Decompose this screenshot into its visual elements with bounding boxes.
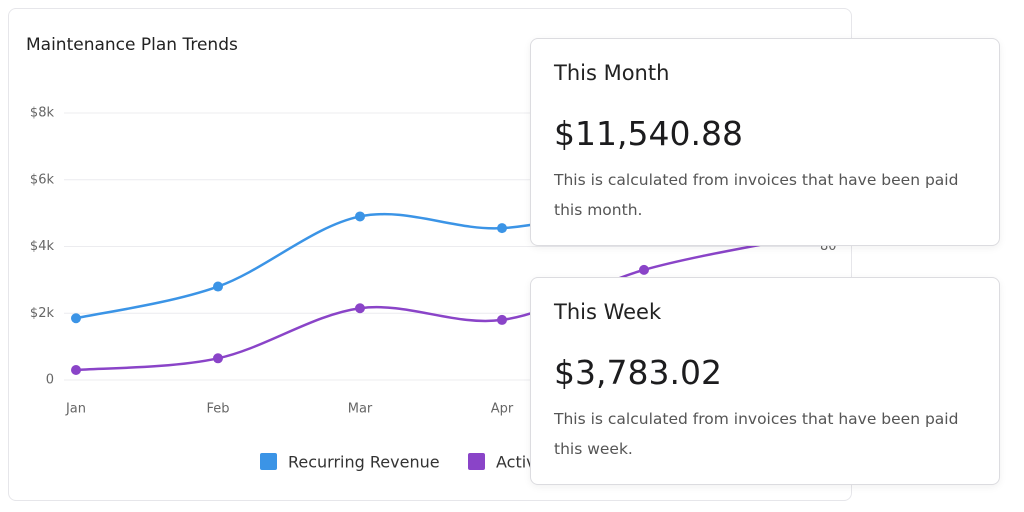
data-point <box>71 313 81 324</box>
data-point <box>355 303 365 314</box>
y-tick-label: $4k <box>30 239 55 254</box>
legend-swatch <box>468 453 485 470</box>
card-description: This is calculated from invoices that ha… <box>554 410 959 458</box>
data-point <box>71 364 81 375</box>
x-tick-label: Feb <box>206 402 229 417</box>
stat-card: This Week $3,783.02 This is calculated f… <box>530 277 1000 485</box>
card-title: This Month <box>554 61 670 85</box>
data-point <box>355 211 365 222</box>
data-point <box>639 264 649 275</box>
data-point <box>213 281 223 292</box>
legend-swatch <box>260 453 277 470</box>
card-title: This Week <box>554 300 662 324</box>
x-tick-label: Mar <box>348 402 373 417</box>
legend-label: Recurring Revenue <box>288 453 440 472</box>
stat-card: This Month $11,540.88 This is calculated… <box>530 38 1000 246</box>
data-point <box>497 223 507 234</box>
y-tick-label: $8k <box>30 106 55 121</box>
y-tick-label: 0 <box>46 373 54 388</box>
x-tick-label: Jan <box>65 402 86 417</box>
series-line <box>75 238 787 372</box>
y-tick-label: $2k <box>30 306 55 321</box>
chart-title: Maintenance Plan Trends <box>26 35 238 55</box>
data-point <box>497 314 507 325</box>
card-amount: $3,783.02 <box>554 353 722 392</box>
x-tick-label: Apr <box>491 402 514 417</box>
data-point <box>213 353 223 364</box>
card-amount: $11,540.88 <box>554 114 743 153</box>
y-tick-label: $6k <box>30 172 55 187</box>
card-description: This is calculated from invoices that ha… <box>554 171 959 219</box>
